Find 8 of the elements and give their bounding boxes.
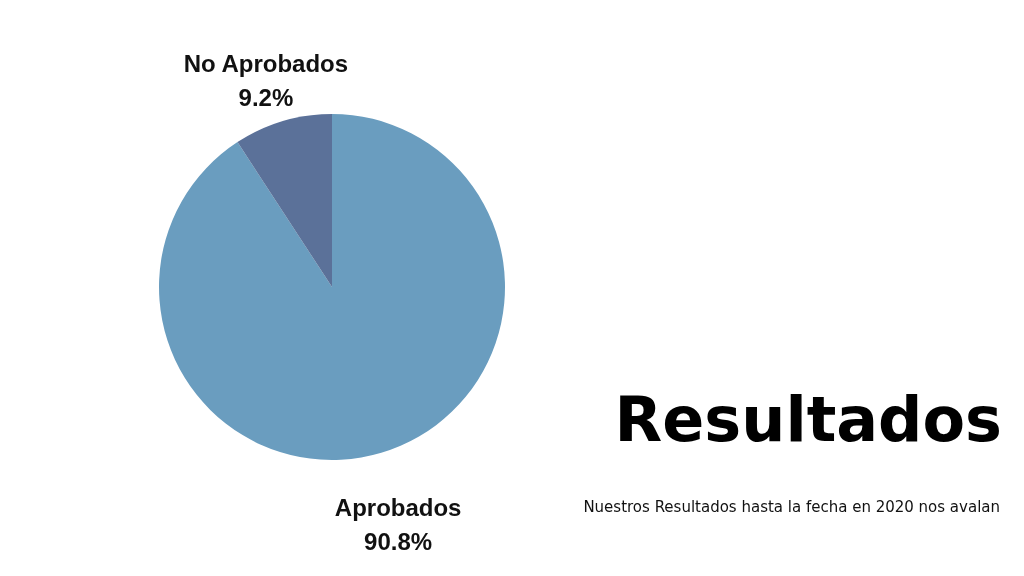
pie-slice (159, 114, 505, 460)
text: Resultados (614, 383, 1002, 456)
data-label: 9.2% (238, 83, 294, 111)
pie-slice (237, 114, 332, 287)
slice-label: No Aprobados (183, 49, 349, 77)
slice-label: Aprobados (334, 494, 462, 522)
text: Nuestros Resultados hasta la fecha en 2020 nos avalan (583, 498, 1000, 516)
data-label: 90.8% (364, 528, 433, 556)
